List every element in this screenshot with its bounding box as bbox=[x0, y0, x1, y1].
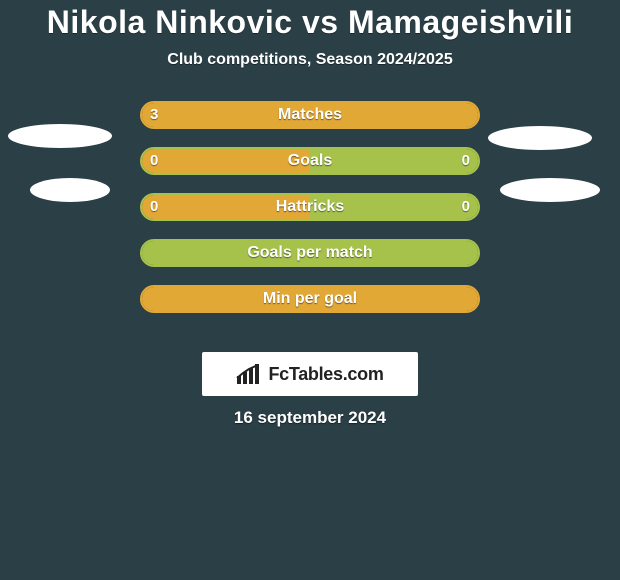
player-right-marker-1 bbox=[488, 126, 592, 150]
stat-bar-left-fill bbox=[142, 103, 478, 127]
stat-bar-right-fill bbox=[310, 149, 478, 173]
stat-bar-track bbox=[140, 285, 480, 313]
stat-bar-right-fill bbox=[310, 195, 478, 219]
player-right-marker-2 bbox=[500, 178, 600, 202]
stat-bar-track bbox=[140, 147, 480, 175]
player-left-marker-1 bbox=[8, 124, 112, 148]
stat-bar-right-fill bbox=[142, 241, 478, 265]
stat-bar-left-fill bbox=[142, 149, 310, 173]
comparison-container: Nikola Ninkovic vs Mamageishvili Club co… bbox=[0, 0, 620, 313]
brand-chart-icon bbox=[236, 364, 262, 384]
stat-row: Min per goal bbox=[0, 285, 620, 313]
stat-bar-left-fill bbox=[142, 195, 310, 219]
brand-badge: FcTables.com bbox=[202, 352, 418, 396]
stat-bar-track bbox=[140, 101, 480, 129]
brand-label: FcTables.com bbox=[268, 364, 383, 385]
date-label: 16 september 2024 bbox=[0, 408, 620, 428]
page-title: Nikola Ninkovic vs Mamageishvili bbox=[0, 4, 620, 41]
page-subtitle: Club competitions, Season 2024/2025 bbox=[0, 51, 620, 69]
player-left-marker-2 bbox=[30, 178, 110, 202]
stat-row: Goals00 bbox=[0, 147, 620, 175]
stat-row: Goals per match bbox=[0, 239, 620, 267]
stat-bar-left-fill bbox=[142, 287, 478, 311]
stat-bar-track bbox=[140, 193, 480, 221]
stat-bar-track bbox=[140, 239, 480, 267]
stat-row: Matches3 bbox=[0, 101, 620, 129]
